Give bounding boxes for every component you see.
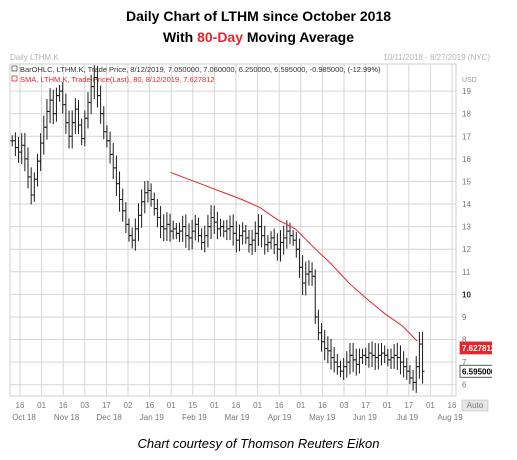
x-tick-label: 16 — [448, 401, 457, 410]
price-tag-box — [459, 364, 492, 378]
x-month-label: May 19 — [309, 413, 336, 422]
x-month-label: Feb 19 — [182, 413, 207, 422]
auto-scale-label: Auto — [467, 401, 484, 410]
x-tick-label: 16 — [59, 401, 68, 410]
x-tick-label: 03 — [340, 401, 349, 410]
legend-bar: BarOHLC, LTHM.K, Trade Price, 8/12/2019,… — [20, 65, 381, 74]
chart-caption: Chart courtesy of Thomson Reuters Eikon — [137, 436, 380, 451]
y-tick-label: 7 — [462, 358, 467, 367]
x-month-label: Apr 19 — [268, 413, 292, 422]
price-tag-box — [459, 341, 492, 355]
price-chart[interactable]: 6 7 8 9 10 11 12 13 14 15 16 17 18 19 USD 16 01 16 03 17 02 1… — [8, 52, 492, 432]
x-month-label: Jul 19 — [397, 413, 419, 422]
panel-header: Daily LTHM.K 10/11/2018 - 8/27/2019 (NYC… — [8, 52, 492, 64]
chart-panel[interactable]: Daily LTHM.K 10/11/2018 - 8/27/2019 (NYC… — [8, 52, 492, 432]
x-tick-label: 01 — [167, 401, 176, 410]
x-month-label: Nov 18 — [54, 413, 80, 422]
currency-label: USD — [462, 77, 477, 84]
chart-title-line2: With 80-Day Moving Average — [0, 29, 517, 45]
x-month-label: Aug 19 — [437, 413, 463, 422]
legend-swatch-sma — [11, 75, 18, 82]
x-tick-label: 16 — [16, 401, 25, 410]
sma-price-tag: 7.627812 — [459, 341, 492, 355]
y-tick-label: 9 — [462, 313, 467, 322]
title-suffix: Moving Average — [243, 29, 354, 45]
legend-swatch-bar — [11, 65, 18, 72]
x-tick-label: 16 — [318, 401, 327, 410]
price-tag-label: 6.595000 — [462, 367, 492, 376]
y-tick-label: 11 — [462, 268, 471, 277]
y-tick-label: 19 — [462, 87, 471, 96]
x-month-label: Jun 19 — [353, 413, 378, 422]
x-month-label: Dec 18 — [97, 413, 123, 422]
y-tick-label: 13 — [462, 223, 471, 232]
x-month-label: Oct 18 — [12, 413, 36, 422]
title-prefix: With — [162, 29, 198, 45]
x-tick-label: 17 — [404, 401, 413, 410]
panel-date-range: 10/11/2018 - 8/27/2019 (NYC) — [383, 53, 490, 62]
auto-scale-box — [461, 399, 489, 412]
x-tick-label: 01 — [383, 401, 392, 410]
x-tick-label: 15 — [188, 401, 197, 410]
x-tick-label: 01 — [296, 401, 305, 410]
price-tag-label: 7.627812 — [462, 344, 492, 353]
x-tick-label: 02 — [124, 401, 133, 410]
x-tick-label: 03 — [80, 401, 89, 410]
y-tick-label: 6 — [462, 381, 467, 390]
y-tick-label: 16 — [462, 155, 471, 164]
x-tick-label: 01 — [253, 401, 262, 410]
title-accent: 80-Day — [197, 29, 243, 45]
legend-sma: SMA, LTHM.K, Trade Price(Last), 80, 8/12… — [20, 75, 215, 84]
x-tick-label: 17 — [102, 401, 111, 410]
y-tick-label: 14 — [462, 200, 471, 209]
y-tick-label: 8 — [462, 336, 467, 345]
x-tick-label: 17 — [361, 401, 370, 410]
x-tick-label: 01 — [426, 401, 435, 410]
y-tick-label: 12 — [462, 245, 471, 254]
x-tick-label: 16 — [275, 401, 284, 410]
y-tick-label: 15 — [462, 177, 471, 186]
x-tick-label: 16 — [145, 401, 154, 410]
ohlc-bar — [420, 331, 425, 384]
chart-title-line1: Daily Chart of LTHM since October 2018 — [125, 8, 392, 24]
panel-symbol-label: Daily LTHM.K — [10, 53, 59, 62]
y-tick-label: 18 — [462, 110, 471, 119]
y-tick-label: 10 — [462, 290, 471, 299]
x-month-label: Mar 19 — [225, 413, 250, 422]
x-month-label: Jan 19 — [140, 413, 165, 422]
x-tick-label: 16 — [232, 401, 241, 410]
y-tick-label: 17 — [462, 132, 471, 141]
sma-line — [170, 171, 418, 342]
x-tick-label: 01 — [37, 401, 46, 410]
last-price-tag: 6.595000 — [459, 364, 492, 378]
x-tick-label: 01 — [210, 401, 219, 410]
